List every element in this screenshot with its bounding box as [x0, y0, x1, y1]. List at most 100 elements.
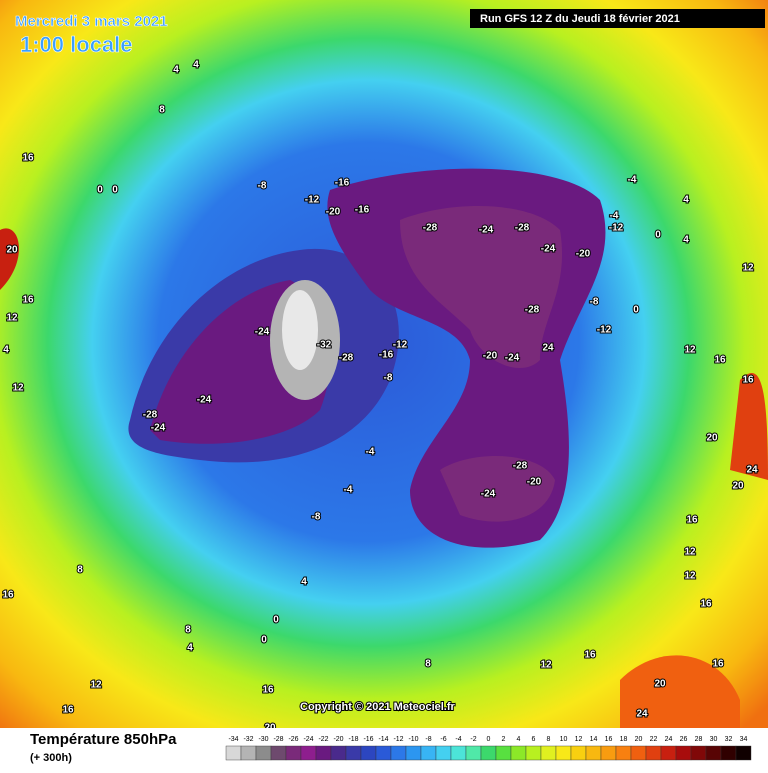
legend-swatch	[495, 745, 512, 761]
legend-swatch	[420, 745, 437, 761]
color-legend: -34 -32 -30 -28 -26 -24 -22 -20 -18 -16 -14 -12 -10-…	[225, 736, 752, 761]
temperature-label: -24	[505, 353, 520, 364]
warm-area	[620, 655, 740, 728]
cold-core	[400, 206, 563, 369]
temperature-label: -20	[483, 351, 498, 362]
legend-swatch	[450, 745, 467, 761]
temperature-label: 0	[633, 305, 639, 316]
legend-tick-label: -32	[243, 736, 253, 743]
temperature-label: 12	[742, 263, 754, 274]
legend-swatch	[555, 745, 572, 761]
legend-tick-label: -34	[228, 736, 238, 743]
temperature-label: 16	[2, 590, 14, 601]
legend-tick-label: 16	[605, 736, 613, 743]
legend-swatch	[360, 745, 377, 761]
temperature-label: -4	[628, 175, 637, 186]
legend-swatch	[585, 745, 602, 761]
temperature-label: -24	[541, 244, 556, 255]
legend-swatch	[540, 745, 557, 761]
temperature-label: -24	[481, 489, 496, 500]
legend-swatch	[315, 745, 332, 761]
legend-tick-label: 34	[740, 736, 748, 743]
temperature-label: 4	[683, 195, 689, 206]
legend-tick-label: 24	[665, 736, 673, 743]
temperature-label: 0	[655, 230, 661, 241]
legend-swatch	[570, 745, 587, 761]
temperature-label: -8	[384, 373, 393, 384]
temperature-label: 16	[712, 659, 724, 670]
temperature-label: -12	[305, 195, 320, 206]
temperature-label: -24	[255, 327, 270, 338]
temperature-label: 12	[684, 345, 696, 356]
temperature-label: 8	[77, 565, 83, 576]
temperature-label: 16	[584, 650, 596, 661]
legend-swatch	[480, 745, 497, 761]
temperature-label: -28	[143, 410, 158, 421]
temperature-label: 4	[173, 65, 179, 76]
legend-tick-label: -30	[258, 736, 268, 743]
temperature-label: 0	[97, 185, 103, 196]
legend-tick-label: 0	[487, 736, 491, 743]
temperature-label: 12	[684, 571, 696, 582]
temperature-label: 16	[22, 153, 34, 164]
legend-swatch	[735, 745, 752, 761]
coldest-area	[282, 290, 318, 370]
legend-swatch	[675, 745, 692, 761]
temperature-label: 20	[6, 245, 18, 256]
temperature-label: 4	[3, 345, 9, 356]
temperature-label: -20	[527, 477, 542, 488]
temperature-label: 20	[706, 433, 718, 444]
temperature-label: -16	[379, 350, 394, 361]
legend-tick-label: 6	[532, 736, 536, 743]
legend-tick-label: 10	[560, 736, 568, 743]
temperature-label: 12	[12, 383, 24, 394]
temperature-label: 20	[654, 679, 666, 690]
legend-swatch	[600, 745, 617, 761]
temperature-label: -24	[151, 423, 166, 434]
temperature-label: -28	[423, 223, 438, 234]
temperature-label: -4	[366, 447, 375, 458]
legend-swatch	[435, 745, 452, 761]
temperature-label: -8	[258, 181, 267, 192]
legend-tick-label: -4	[455, 736, 461, 743]
legend-tick-label: -12	[393, 736, 403, 743]
temperature-label: 16	[742, 375, 754, 386]
legend-tick-label: 14	[590, 736, 598, 743]
legend-tick-label: -18	[348, 736, 358, 743]
map-labels: 16 4 4 8 16 20 16 8 4 12 12 16 20 0 0 -8 -12 -16 -20 -16 -24…	[1, 59, 759, 735]
legend-swatch	[525, 745, 542, 761]
legend-tick-label: 18	[620, 736, 628, 743]
run-box	[470, 9, 765, 28]
temperature-label: -12	[609, 223, 624, 234]
legend-swatch	[465, 745, 482, 761]
legend-tick-label: -6	[440, 736, 446, 743]
legend-tick-label: -20	[333, 736, 343, 743]
temperature-label: 4	[683, 235, 689, 246]
legend-tick-label: 22	[650, 736, 658, 743]
legend-swatch	[285, 745, 302, 761]
date-label: Mercredi 3 mars 2021	[15, 13, 168, 30]
temperature-label: -12	[597, 325, 612, 336]
legend-swatch	[330, 745, 347, 761]
temperature-label: -8	[312, 512, 321, 523]
legend-swatch	[375, 745, 392, 761]
legend-swatch	[630, 745, 647, 761]
legend-tick-label: 12	[575, 736, 583, 743]
temperature-label: 16	[700, 599, 712, 610]
temperature-label: 16	[714, 355, 726, 366]
legend-tick-label: -10	[408, 736, 418, 743]
legend-swatch	[405, 745, 422, 761]
legend-swatch	[345, 745, 362, 761]
legend-tick-label: -28	[273, 736, 283, 743]
legend-tick-label: -2	[470, 736, 476, 743]
temperature-label: 8	[425, 659, 431, 670]
temperature-label: 16	[262, 685, 274, 696]
temperature-label: -16	[335, 178, 350, 189]
footer-lead: (+ 300h)	[30, 752, 72, 764]
temperature-label: -4	[344, 485, 353, 496]
legend-swatch	[720, 745, 737, 761]
legend-tick-label: 4	[517, 736, 521, 743]
temperature-label: 16	[22, 295, 34, 306]
legend-swatch	[255, 745, 272, 761]
